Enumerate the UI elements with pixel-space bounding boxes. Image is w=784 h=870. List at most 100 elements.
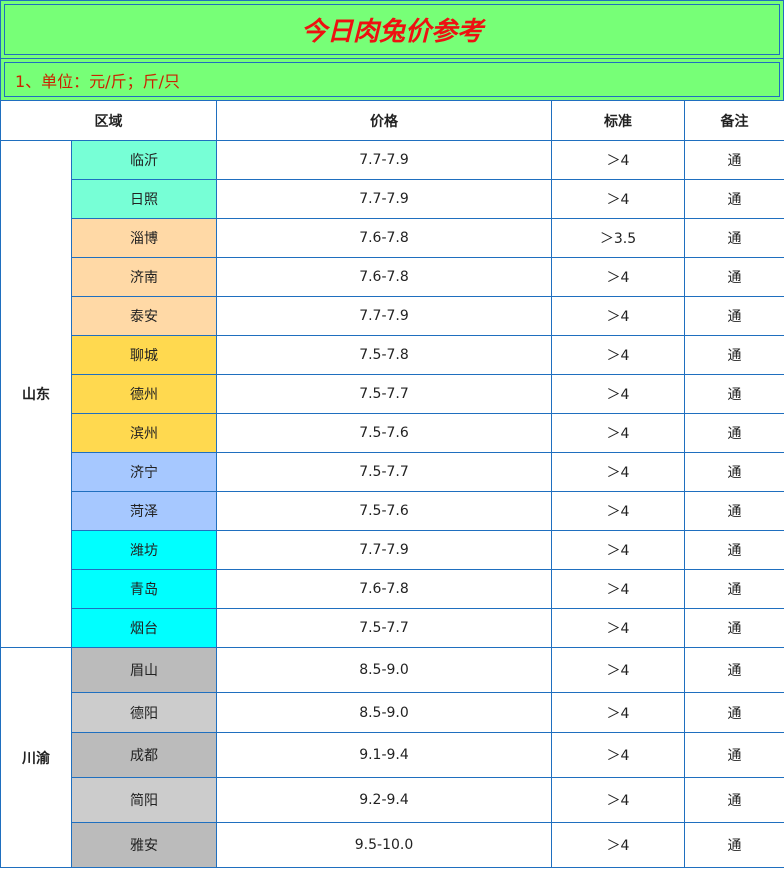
- city: 滨州: [71, 413, 217, 453]
- row: 烟台 7.5-7.7 ＞4 通: [1, 608, 784, 648]
- note: 通: [684, 777, 784, 823]
- note: 通: [684, 732, 784, 778]
- standard: ＞4: [551, 530, 685, 570]
- note: 通: [684, 608, 784, 648]
- row: 德阳 8.5-9.0 ＞4 通: [1, 692, 784, 733]
- standard: ＞4: [551, 491, 685, 531]
- unit-bar: 1、单位：元/斤；斤/只: [0, 58, 784, 100]
- price: 7.5-7.7: [216, 374, 552, 414]
- price: 7.5-7.7: [216, 608, 552, 648]
- title: 今日肉兔价参考: [4, 4, 780, 55]
- row: 潍坊 7.7-7.9 ＞4 通: [1, 530, 784, 570]
- region: 山东: [0, 140, 72, 648]
- note: 通: [684, 140, 784, 180]
- column-header: 标准: [551, 100, 685, 141]
- city: 青岛: [71, 569, 217, 609]
- unit-note: 1、单位：元/斤；斤/只: [4, 62, 780, 97]
- standard: ＞3.5: [551, 218, 685, 258]
- row: 聊城 7.5-7.8 ＞4 通: [1, 335, 784, 375]
- row: 滨州 7.5-7.6 ＞4 通: [1, 413, 784, 453]
- price: 9.5-10.0: [216, 822, 552, 868]
- row: 简阳 9.2-9.4 ＞4 通: [1, 777, 784, 823]
- price: 8.5-9.0: [216, 647, 552, 693]
- price: 7.7-7.9: [216, 530, 552, 570]
- note: 通: [684, 374, 784, 414]
- column-header: 备注: [684, 100, 784, 141]
- standard: ＞4: [551, 374, 685, 414]
- city: 济宁: [71, 452, 217, 492]
- row: 德州 7.5-7.7 ＞4 通: [1, 374, 784, 414]
- row: 济宁 7.5-7.7 ＞4 通: [1, 452, 784, 492]
- city: 菏泽: [71, 491, 217, 531]
- city: 眉山: [71, 647, 217, 693]
- note: 通: [684, 530, 784, 570]
- price: 7.7-7.9: [216, 140, 552, 180]
- standard: ＞4: [551, 140, 685, 180]
- price: 8.5-9.0: [216, 692, 552, 733]
- note: 通: [684, 218, 784, 258]
- standard: ＞4: [551, 777, 685, 823]
- price: 9.2-9.4: [216, 777, 552, 823]
- price: 7.6-7.8: [216, 257, 552, 297]
- row: 成都 9.1-9.4 ＞4 通: [1, 732, 784, 778]
- note: 通: [684, 822, 784, 868]
- city: 临沂: [71, 140, 217, 180]
- note: 通: [684, 647, 784, 693]
- column-header: 价格: [216, 100, 552, 141]
- price: 7.7-7.9: [216, 179, 552, 219]
- city: 成都: [71, 732, 217, 778]
- city: 烟台: [71, 608, 217, 648]
- header-row: 区域 价格 标准 备注: [0, 100, 784, 141]
- price: 7.7-7.9: [216, 296, 552, 336]
- row: 山东 临沂 7.7-7.9 ＞4 通: [0, 140, 784, 648]
- standard: ＞4: [551, 413, 685, 453]
- note: 通: [684, 296, 784, 336]
- standard: ＞4: [551, 732, 685, 778]
- column-header: 区域: [0, 100, 217, 141]
- price: 7.6-7.8: [216, 569, 552, 609]
- price: 7.5-7.8: [216, 335, 552, 375]
- note: 通: [684, 413, 784, 453]
- standard: ＞4: [551, 822, 685, 868]
- standard: ＞4: [551, 179, 685, 219]
- standard: ＞4: [551, 335, 685, 375]
- city: 简阳: [71, 777, 217, 823]
- price: 9.1-9.4: [216, 732, 552, 778]
- standard: ＞4: [551, 569, 685, 609]
- region: 川渝: [0, 647, 72, 868]
- note: 通: [684, 569, 784, 609]
- table-body: 山东 临沂 7.7-7.9 ＞4 通日照 7.7-7.9 ＞4 通淄博 7.6-7.8 ＞3.5 通…: [0, 140, 784, 868]
- row: 日照 7.7-7.9 ＞4 通: [1, 179, 784, 219]
- row: 淄博 7.6-7.8 ＞3.5 通: [1, 218, 784, 258]
- row: 菏泽 7.5-7.6 ＞4 通: [1, 491, 784, 531]
- standard: ＞4: [551, 647, 685, 693]
- city: 聊城: [71, 335, 217, 375]
- note: 通: [684, 491, 784, 531]
- standard: ＞4: [551, 257, 685, 297]
- row: 泰安 7.7-7.9 ＞4 通: [1, 296, 784, 336]
- standard: ＞4: [551, 296, 685, 336]
- row: 川渝 眉山 8.5-9.0 ＞4 通: [0, 647, 784, 868]
- standard: ＞4: [551, 608, 685, 648]
- city: 德州: [71, 374, 217, 414]
- price: 7.6-7.8: [216, 218, 552, 258]
- city: 雅安: [71, 822, 217, 868]
- row: 济南 7.6-7.8 ＞4 通: [1, 257, 784, 297]
- note: 通: [684, 692, 784, 733]
- city: 潍坊: [71, 530, 217, 570]
- note: 通: [684, 452, 784, 492]
- city: 淄博: [71, 218, 217, 258]
- note: 通: [684, 335, 784, 375]
- standard: ＞4: [551, 452, 685, 492]
- note: 通: [684, 179, 784, 219]
- title-bar: 今日肉兔价参考: [0, 0, 784, 58]
- city: 泰安: [71, 296, 217, 336]
- city: 济南: [71, 257, 217, 297]
- price: 7.5-7.6: [216, 413, 552, 453]
- row: 青岛 7.6-7.8 ＞4 通: [1, 569, 784, 609]
- note: 通: [684, 257, 784, 297]
- standard: ＞4: [551, 692, 685, 733]
- price-table: 区域 价格 标准 备注 山东 临沂 7.7-7.9 ＞4 通日照 7.7-7.9 ＞4 通淄博…: [0, 100, 784, 868]
- price: 7.5-7.7: [216, 452, 552, 492]
